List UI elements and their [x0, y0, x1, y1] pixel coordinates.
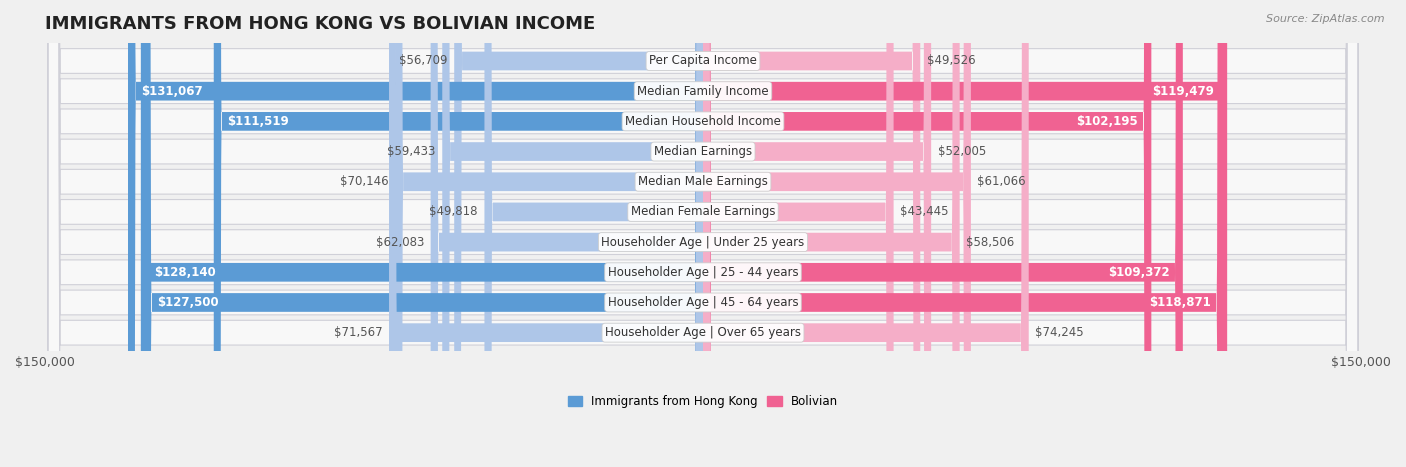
Text: $118,871: $118,871 — [1150, 296, 1212, 309]
Text: $109,372: $109,372 — [1108, 266, 1170, 279]
FancyBboxPatch shape — [395, 0, 703, 467]
FancyBboxPatch shape — [703, 0, 931, 467]
Text: Per Capita Income: Per Capita Income — [650, 55, 756, 68]
FancyBboxPatch shape — [48, 0, 1358, 467]
Text: $58,506: $58,506 — [966, 236, 1015, 248]
Text: $111,519: $111,519 — [226, 115, 288, 128]
Text: Householder Age | 45 - 64 years: Householder Age | 45 - 64 years — [607, 296, 799, 309]
Text: Median Male Earnings: Median Male Earnings — [638, 175, 768, 188]
Text: $74,245: $74,245 — [1035, 326, 1084, 339]
Text: $131,067: $131,067 — [141, 85, 202, 98]
Text: $102,195: $102,195 — [1077, 115, 1139, 128]
Text: Median Family Income: Median Family Income — [637, 85, 769, 98]
Text: Householder Age | Over 65 years: Householder Age | Over 65 years — [605, 326, 801, 339]
Legend: Immigrants from Hong Kong, Bolivian: Immigrants from Hong Kong, Bolivian — [562, 390, 844, 413]
FancyBboxPatch shape — [48, 0, 1358, 467]
FancyBboxPatch shape — [703, 0, 1227, 467]
FancyBboxPatch shape — [485, 0, 703, 467]
FancyBboxPatch shape — [141, 0, 703, 467]
Text: $49,818: $49,818 — [429, 205, 478, 219]
FancyBboxPatch shape — [48, 0, 1358, 467]
Text: Median Earnings: Median Earnings — [654, 145, 752, 158]
FancyBboxPatch shape — [430, 0, 703, 467]
Text: $43,445: $43,445 — [900, 205, 949, 219]
FancyBboxPatch shape — [703, 0, 1029, 467]
Text: $59,433: $59,433 — [387, 145, 436, 158]
FancyBboxPatch shape — [48, 0, 1358, 467]
Text: $52,005: $52,005 — [938, 145, 986, 158]
Text: Median Female Earnings: Median Female Earnings — [631, 205, 775, 219]
Text: $49,526: $49,526 — [927, 55, 976, 68]
FancyBboxPatch shape — [703, 0, 972, 467]
FancyBboxPatch shape — [454, 0, 703, 467]
FancyBboxPatch shape — [143, 0, 703, 467]
FancyBboxPatch shape — [48, 0, 1358, 467]
Text: IMMIGRANTS FROM HONG KONG VS BOLIVIAN INCOME: IMMIGRANTS FROM HONG KONG VS BOLIVIAN IN… — [45, 15, 595, 33]
Text: Source: ZipAtlas.com: Source: ZipAtlas.com — [1267, 14, 1385, 24]
FancyBboxPatch shape — [48, 0, 1358, 467]
Text: Householder Age | 25 - 44 years: Householder Age | 25 - 44 years — [607, 266, 799, 279]
Text: Householder Age | Under 25 years: Householder Age | Under 25 years — [602, 236, 804, 248]
FancyBboxPatch shape — [703, 0, 1225, 467]
FancyBboxPatch shape — [48, 0, 1358, 467]
FancyBboxPatch shape — [703, 0, 1152, 467]
Text: $61,066: $61,066 — [977, 175, 1026, 188]
FancyBboxPatch shape — [703, 0, 1182, 467]
Text: $127,500: $127,500 — [157, 296, 218, 309]
Text: $56,709: $56,709 — [399, 55, 447, 68]
FancyBboxPatch shape — [48, 0, 1358, 467]
Text: $62,083: $62,083 — [375, 236, 425, 248]
FancyBboxPatch shape — [48, 0, 1358, 467]
FancyBboxPatch shape — [703, 0, 894, 467]
FancyBboxPatch shape — [128, 0, 703, 467]
Text: $71,567: $71,567 — [333, 326, 382, 339]
FancyBboxPatch shape — [703, 0, 960, 467]
Text: $119,479: $119,479 — [1152, 85, 1213, 98]
Text: $128,140: $128,140 — [155, 266, 215, 279]
FancyBboxPatch shape — [443, 0, 703, 467]
Text: Median Household Income: Median Household Income — [626, 115, 780, 128]
FancyBboxPatch shape — [214, 0, 703, 467]
FancyBboxPatch shape — [48, 0, 1358, 467]
FancyBboxPatch shape — [389, 0, 703, 467]
Text: $70,146: $70,146 — [340, 175, 388, 188]
FancyBboxPatch shape — [703, 0, 921, 467]
